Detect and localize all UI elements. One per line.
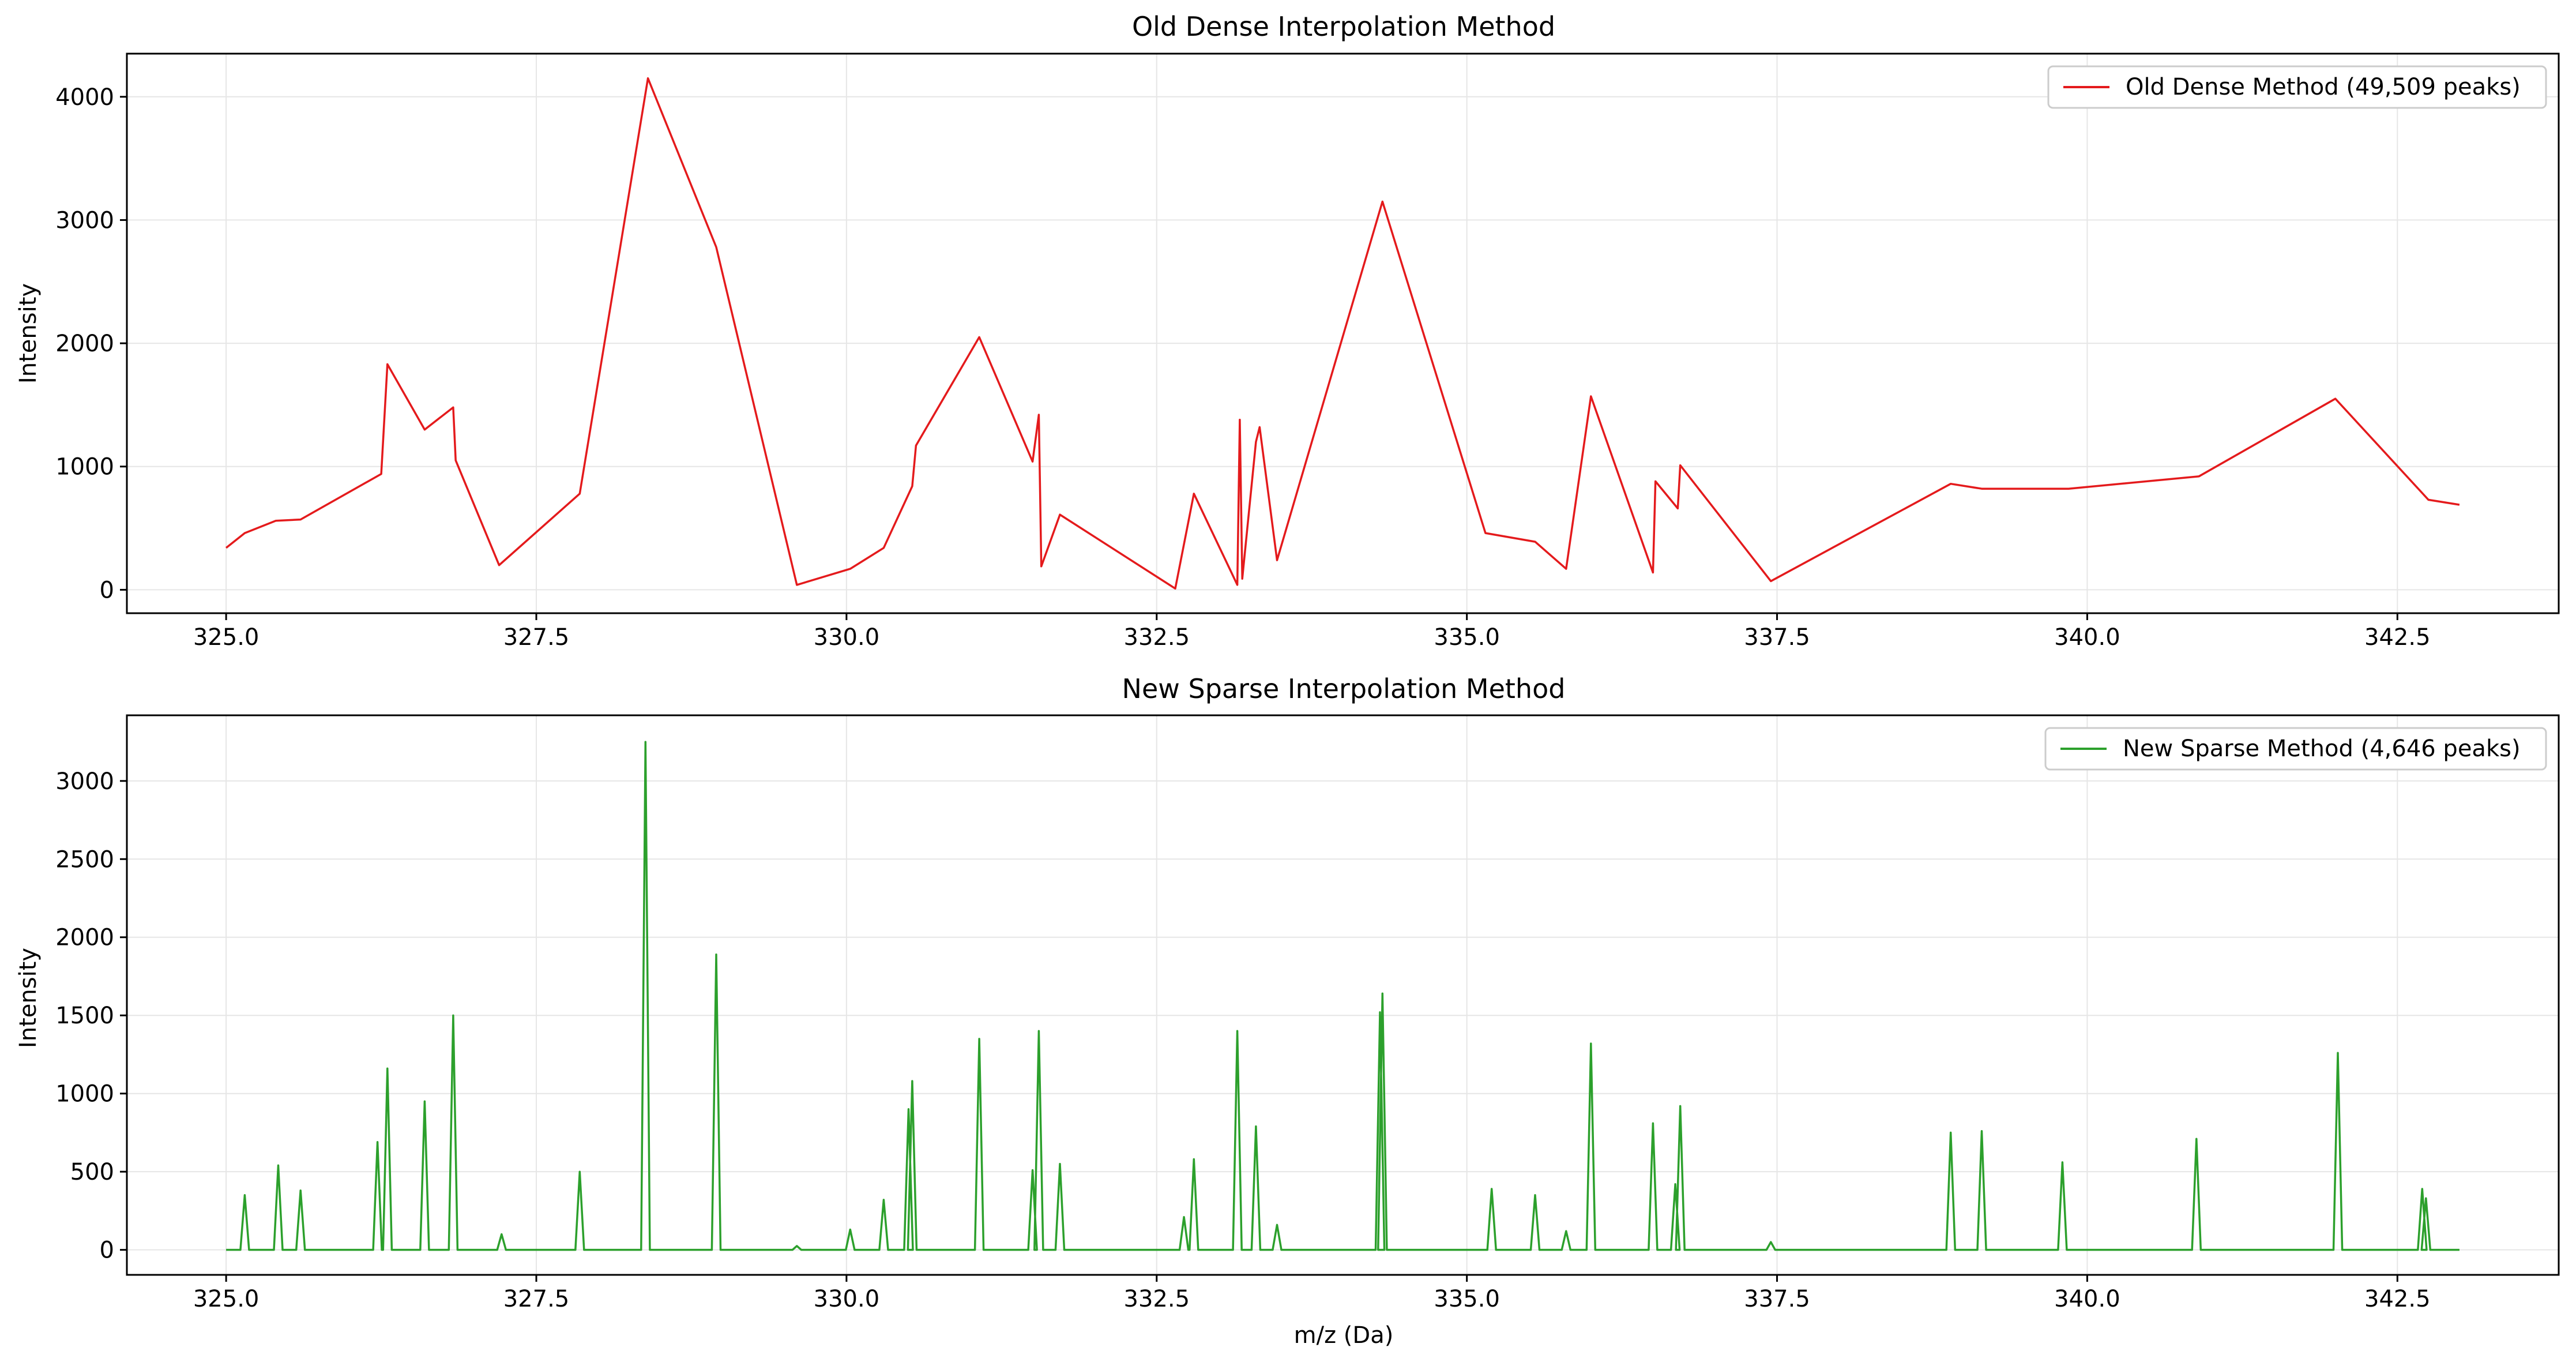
top-chart-y-tick-label: 3000 — [55, 207, 114, 234]
top-chart-y-tick-label: 4000 — [55, 84, 114, 111]
top-chart-x-tick-label: 325.0 — [193, 624, 260, 651]
bottom-chart-title: New Sparse Interpolation Method — [1122, 673, 1566, 704]
top-chart-y-axis: 0 1000 2000 3000 4000 — [55, 84, 127, 603]
bottom-chart-y-axis-label: Intensity — [15, 948, 42, 1048]
bottom-chart-y-tick-label: 1000 — [55, 1081, 114, 1108]
bottom-chart-y-tick-label: 2500 — [55, 846, 114, 873]
top-chart-x-axis: 325.0 327.5 330.0 332.5 335.0 337.5 340.0 342.5 — [193, 613, 2431, 651]
bottom-chart-x-tick-label: 327.5 — [503, 1286, 570, 1312]
bottom-chart-y-tick-label: 0 — [100, 1237, 114, 1264]
bottom-chart-x-tick-label: 342.5 — [2364, 1286, 2431, 1312]
top-chart-x-tick-label: 340.0 — [2054, 624, 2120, 651]
top-chart-x-tick-label: 335.0 — [1434, 624, 1500, 651]
top-chart-plot-frame — [126, 52, 2560, 614]
bottom-chart-y-tick-label: 1500 — [55, 1003, 114, 1029]
top-chart-x-tick-label: 330.0 — [814, 624, 880, 651]
bottom-chart-x-tick-label: 340.0 — [2054, 1286, 2120, 1312]
top-chart-x-tick-label: 337.5 — [1744, 624, 1810, 651]
bottom-chart-x-axis-label: m/z (Da) — [1294, 1322, 1394, 1349]
top-chart-y-tick-label: 2000 — [55, 331, 114, 357]
bottom-chart-x-tick-label: 332.5 — [1124, 1286, 1190, 1312]
bottom-chart-y-axis: 0 500 1000 1500 2000 2500 3000 — [55, 768, 127, 1264]
top-chart-x-tick-label: 327.5 — [503, 624, 570, 651]
bottom-chart-legend: New Sparse Method (4,646 peaks) — [2044, 727, 2547, 771]
top-chart-series — [225, 77, 2460, 590]
bottom-chart-legend-label: New Sparse Method (4,646 peaks) — [2123, 735, 2521, 762]
bottom-chart-x-tick-label: 330.0 — [814, 1286, 880, 1312]
bottom-chart-legend-box — [2044, 727, 2547, 771]
bottom-chart-x-axis: 325.0 327.5 330.0 332.5 335.0 337.5 340.0 342.5 — [193, 1275, 2431, 1312]
top-chart-legend-box — [2047, 65, 2547, 109]
top-chart-x-tick-label: 342.5 — [2364, 624, 2431, 651]
bottom-chart-panel: New Sparse Interpolation Method Intensit… — [15, 673, 2560, 1349]
top-chart-legend-label: Old Dense Method (49,509 peaks) — [2126, 74, 2521, 100]
top-chart-x-tick-label: 332.5 — [1124, 624, 1190, 651]
bottom-chart-x-tick-label: 325.0 — [193, 1286, 260, 1312]
bottom-chart-series — [226, 741, 2460, 1251]
top-chart-series-line — [225, 77, 2460, 590]
top-chart-y-axis-label: Intensity — [15, 283, 42, 384]
top-chart-panel: Old Dense Interpolation Method Intensity… — [15, 11, 2560, 651]
bottom-chart-y-tick-label: 3000 — [55, 768, 114, 795]
bottom-chart-x-tick-label: 335.0 — [1434, 1286, 1500, 1312]
bottom-chart-plot-frame — [126, 714, 2560, 1276]
top-chart-legend: Old Dense Method (49,509 peaks) — [2047, 65, 2547, 109]
top-chart-y-tick-label: 1000 — [55, 454, 114, 481]
top-chart-title: Old Dense Interpolation Method — [1132, 11, 1555, 42]
bottom-chart-y-tick-label: 500 — [70, 1159, 114, 1185]
bottom-chart-series-line — [226, 741, 2460, 1251]
bottom-chart-x-tick-label: 337.5 — [1744, 1286, 1810, 1312]
bottom-chart-y-tick-label: 2000 — [55, 925, 114, 951]
top-chart-y-tick-label: 0 — [100, 577, 114, 603]
